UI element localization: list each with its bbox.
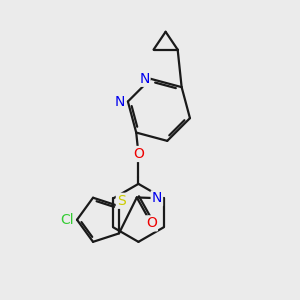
Text: O: O <box>133 147 144 161</box>
Text: S: S <box>117 194 126 208</box>
Text: Cl: Cl <box>60 213 74 227</box>
Text: O: O <box>146 216 157 230</box>
Text: N: N <box>152 191 162 206</box>
Text: N: N <box>115 94 125 109</box>
Text: N: N <box>139 72 150 86</box>
